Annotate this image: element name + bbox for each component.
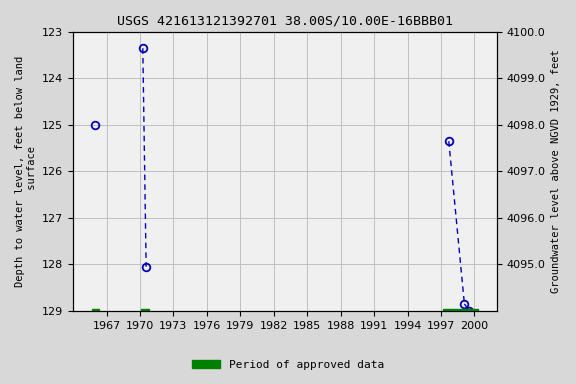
Y-axis label: Depth to water level, feet below land
 surface: Depth to water level, feet below land su… — [15, 56, 37, 287]
Title: USGS 421613121392701 38.00S/10.00E-16BBB01: USGS 421613121392701 38.00S/10.00E-16BBB… — [117, 15, 453, 28]
Bar — [443, 309, 478, 313]
Legend: Period of approved data: Period of approved data — [188, 356, 388, 375]
Bar — [92, 309, 98, 313]
Bar — [141, 309, 149, 313]
Y-axis label: Groundwater level above NGVD 1929, feet: Groundwater level above NGVD 1929, feet — [551, 50, 561, 293]
